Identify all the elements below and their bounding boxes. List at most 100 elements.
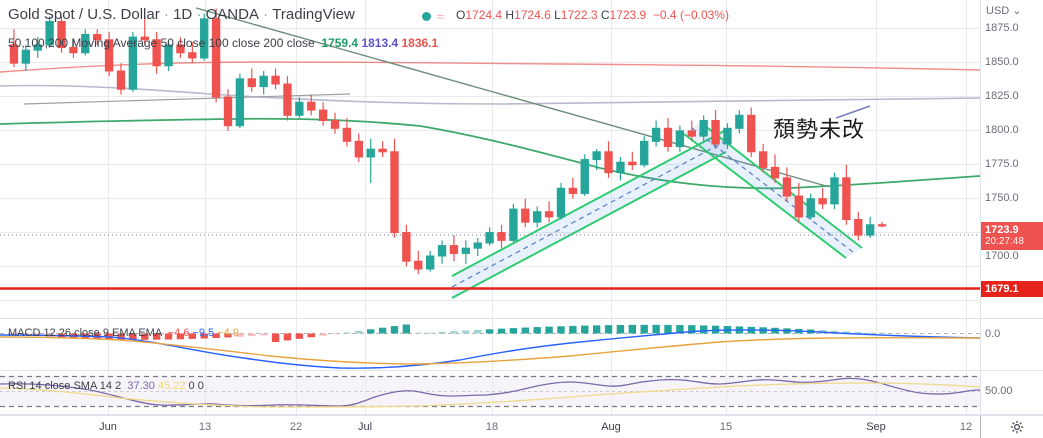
macd-histogram-bar (652, 324, 660, 334)
candle-body (533, 211, 542, 223)
currency-selector[interactable]: USD ⌄ (986, 4, 1022, 17)
gear-icon[interactable] (1010, 420, 1024, 434)
candle-body (485, 232, 494, 244)
last-price-tag[interactable]: 1723.9 20:27:48 (981, 222, 1043, 250)
macd-histogram-bar (343, 332, 351, 334)
macd-histogram-bar (117, 333, 125, 340)
candlestick-series[interactable] (9, 8, 887, 275)
price-tick-label: 1850.0 (985, 56, 1019, 68)
candle-body (283, 83, 292, 116)
candle-body (651, 127, 661, 142)
price-tick-label: 1700.0 (985, 250, 1019, 262)
time-axis[interactable]: Jun 13 22 Jul 18 Aug 15 Sep 12 (0, 415, 1043, 438)
macd-histogram-bar (842, 331, 851, 334)
candle-body (842, 177, 851, 221)
falling-channel[interactable] (683, 121, 863, 259)
price-tick-label: 1800.0 (985, 124, 1019, 136)
wave-icon: ≈ (437, 9, 445, 24)
candle-body (69, 47, 78, 54)
price-chart-svg[interactable] (0, 0, 980, 318)
candle-body (437, 245, 447, 257)
candle-body (758, 151, 768, 168)
macd-chart-svg[interactable] (0, 318, 980, 370)
macd-histogram-bar (283, 333, 292, 341)
horizontal-gridlines (0, 28, 980, 301)
macd-histogram-bar (664, 324, 672, 334)
time-tick-label: 22 (289, 421, 303, 433)
macd-histogram-bar (390, 326, 399, 334)
price-tick-label: 1875.0 (985, 22, 1019, 34)
candle-body (877, 224, 887, 227)
candle-body (247, 78, 256, 88)
rsi-chart-svg[interactable] (0, 370, 980, 415)
trendline-horizontal (23, 93, 351, 105)
candle-body (33, 44, 42, 51)
candle-body (818, 198, 827, 205)
candle-body (521, 208, 530, 223)
support-price-tag[interactable]: 1679.1 (981, 281, 1043, 297)
macd-histogram-bar (676, 325, 684, 334)
candle-body (330, 120, 340, 129)
candle-body (9, 44, 19, 64)
macd-histogram-bar (521, 327, 529, 334)
candle-body (794, 195, 803, 218)
candle-body (854, 219, 863, 236)
macd-histogram-bar (188, 333, 197, 339)
macd-histogram-bar (355, 330, 363, 334)
candle-body (307, 101, 316, 111)
annotation-leader (835, 105, 871, 119)
price-pane[interactable] (0, 0, 980, 318)
macd-histogram-bar (450, 331, 458, 334)
macd-histogram-bar (402, 324, 411, 334)
candle-body (473, 242, 482, 249)
candle-body (782, 177, 792, 197)
macd-pane[interactable] (0, 318, 980, 370)
candle-body (592, 151, 601, 161)
macd-histogram-bar (866, 332, 874, 334)
chart-text-annotation[interactable]: 頹勢未改 (773, 118, 866, 143)
macd-histogram-bar (438, 331, 446, 334)
rsi-pane[interactable] (0, 370, 980, 415)
axis-sep-macd (981, 318, 1043, 319)
candle-body (354, 140, 363, 158)
macd-histogram-bar (474, 329, 482, 334)
candle-body (865, 224, 875, 236)
candle-body (259, 75, 268, 88)
macd-histogram-bar (688, 325, 696, 334)
pane-separator-rsi (0, 370, 980, 371)
macd-histogram-bar (295, 333, 304, 339)
macd-histogram-bar (331, 333, 339, 335)
rising-channel[interactable] (451, 129, 727, 299)
macd-histogram-bar (604, 325, 613, 334)
candle-body (318, 109, 328, 122)
price-axis[interactable]: USD ⌄ 1875.0 1850.0 1825.0 1800.0 1775.0 1750… (980, 0, 1043, 415)
macd-histogram-bar (176, 333, 185, 340)
macd-histogram-bar (592, 325, 601, 334)
macd-histogram-bar (509, 328, 518, 334)
candle-body (21, 49, 31, 64)
candle-body (211, 18, 221, 98)
price-tick-label: 1775.0 (985, 158, 1019, 170)
trendline-descending (195, 7, 827, 187)
candle-body (390, 151, 399, 234)
macd-zero-label: 0.0 (985, 328, 1001, 340)
rsi-mid-label: 50.00 (985, 385, 1013, 397)
macd-histogram-bar (426, 332, 434, 334)
price-tick-label: 1750.0 (985, 192, 1019, 204)
candle-body (556, 187, 566, 218)
macd-histogram-bar (497, 328, 506, 334)
ma200-line (0, 61, 980, 73)
pane-separator-macd (0, 318, 980, 319)
macd-histogram-bar (236, 333, 244, 337)
time-tick-label: Sep (866, 421, 886, 433)
macd-line (0, 329, 980, 369)
time-tick-label: Aug (601, 421, 621, 433)
macd-vertical-gridlines (108, 318, 967, 370)
price-tick-label: 1825.0 (985, 90, 1019, 102)
candle-body (152, 39, 161, 67)
time-tick-label: 12 (959, 421, 973, 433)
macd-histogram-bar (307, 333, 315, 338)
macd-histogram-bar (533, 327, 541, 334)
candle-body (271, 75, 280, 85)
macd-histogram-bar (259, 333, 268, 336)
